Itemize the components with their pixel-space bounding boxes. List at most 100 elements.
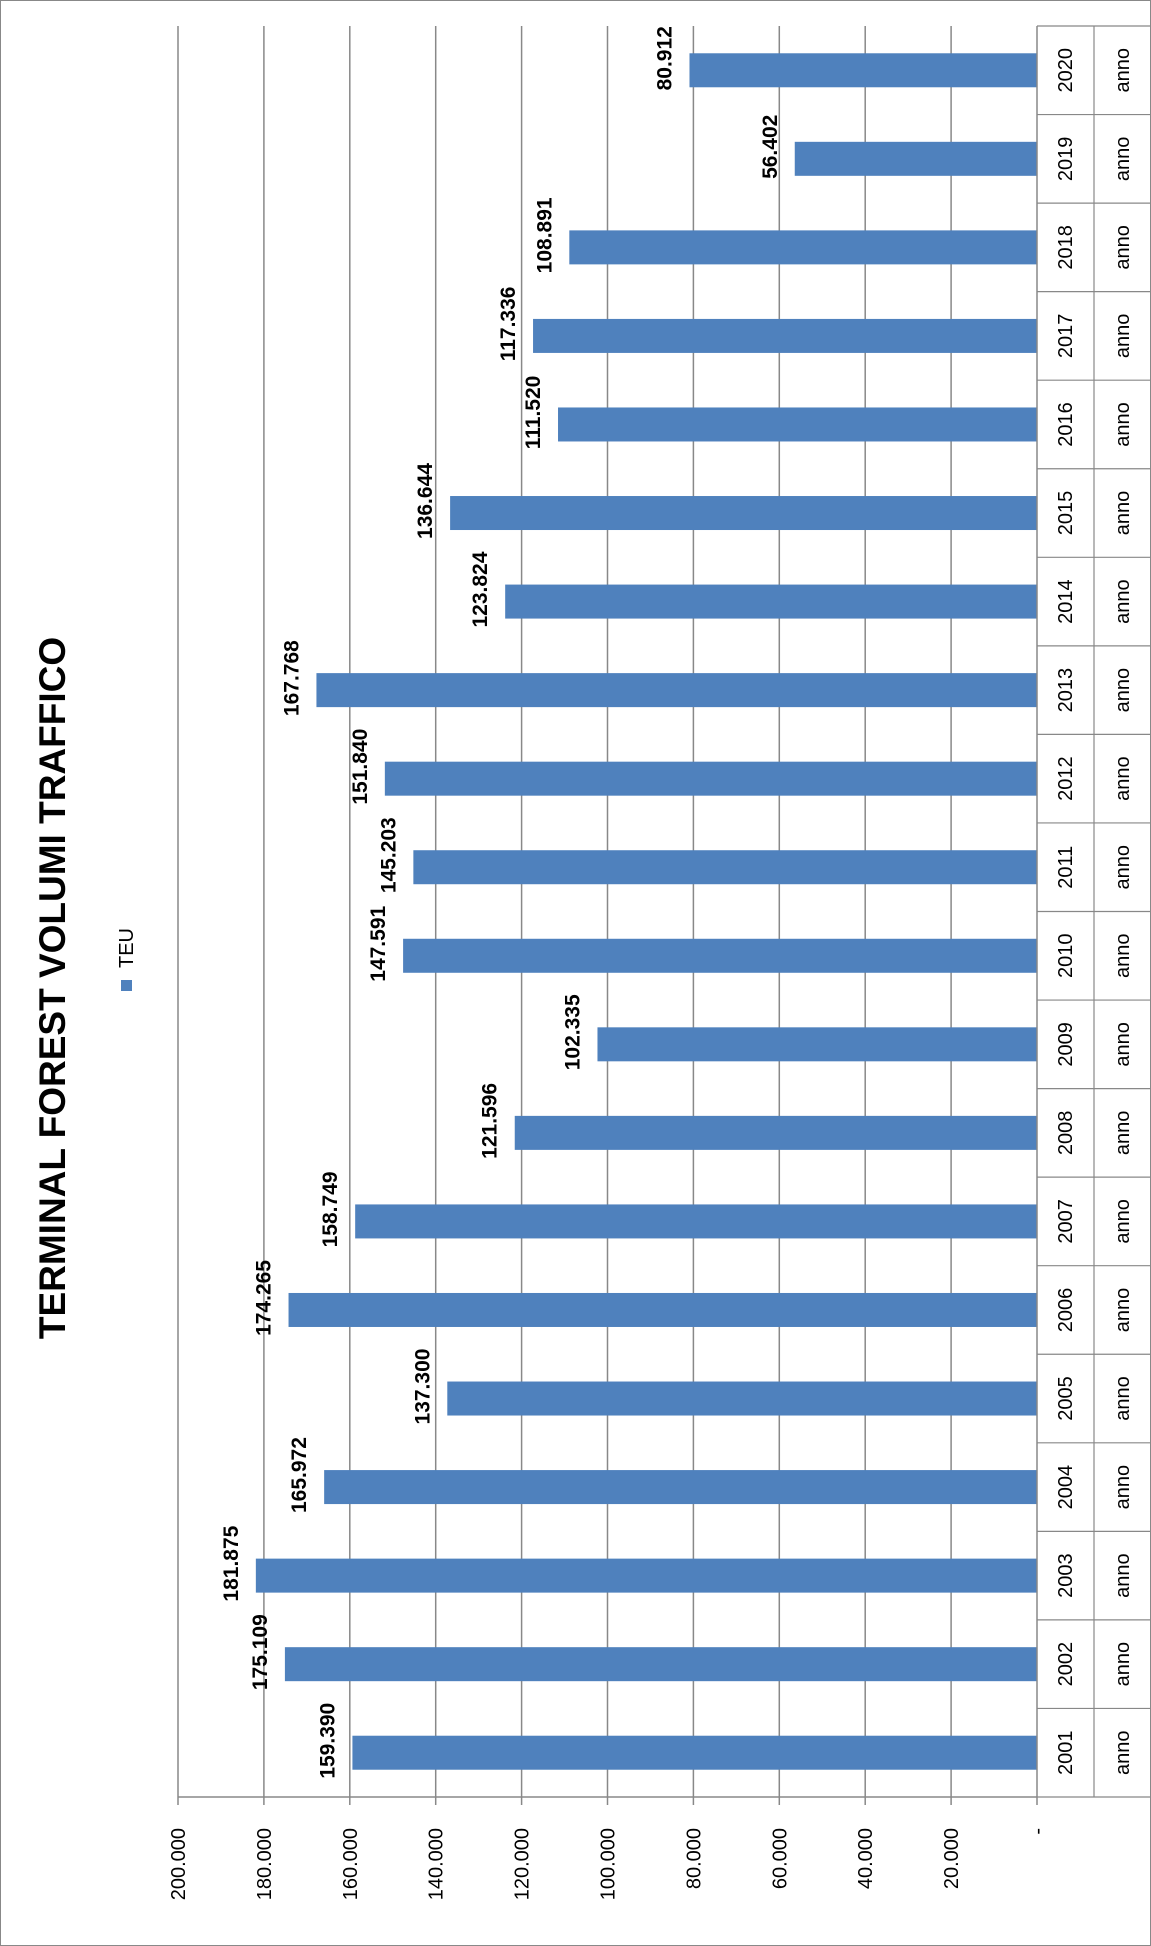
- category-prefix: anno: [1112, 402, 1134, 447]
- category-year-2004: 2004: [1055, 1465, 1077, 1510]
- data-label-2004: 165.972: [288, 1437, 311, 1513]
- data-label-2001: 159.390: [316, 1703, 339, 1779]
- category-year-2001: 2001: [1055, 1730, 1077, 1775]
- data-label-2003: 181.875: [220, 1525, 243, 1601]
- bar-2016: [558, 407, 1037, 442]
- bar-2020: [689, 53, 1037, 88]
- data-label-2006: 174.265: [253, 1260, 276, 1336]
- data-labels: 159.390 175.109 181.875 165.972 137.300 174.2…: [220, 26, 782, 1779]
- category-year-2012: 2012: [1055, 756, 1077, 801]
- legend-swatch-teu: [121, 980, 132, 991]
- category-year-2008: 2008: [1055, 1111, 1077, 1156]
- category-prefix: anno: [1112, 1022, 1134, 1067]
- data-label-2009: 102.335: [561, 994, 584, 1070]
- bar-2004: [324, 1470, 1037, 1505]
- data-label-2014: 123.824: [469, 551, 492, 627]
- bar-2008: [514, 1115, 1037, 1150]
- bar-2013: [316, 673, 1038, 708]
- category-year-2015: 2015: [1055, 491, 1077, 536]
- y-tick-label: 60.000: [769, 1828, 791, 1889]
- y-tick-label: 180.000: [254, 1828, 276, 1900]
- category-prefix: anno: [1112, 1642, 1134, 1687]
- category-year-2014: 2014: [1055, 579, 1077, 624]
- category-labels: 2001 anno 2002 anno 2003 anno 2004 anno 2005 anno…: [1055, 48, 1134, 1775]
- data-label-2013: 167.768: [280, 640, 303, 716]
- data-label-2015: 136.644: [414, 463, 437, 539]
- y-tick-label: 20.000: [941, 1828, 963, 1889]
- data-label-2012: 151.840: [349, 729, 372, 805]
- bar-2011: [413, 850, 1037, 885]
- legend: TEU: [116, 928, 138, 991]
- category-prefix: anno: [1112, 225, 1134, 270]
- category-prefix: anno: [1112, 1111, 1134, 1156]
- bar-2012: [384, 761, 1038, 796]
- category-prefix: anno: [1112, 668, 1134, 713]
- category-prefix: anno: [1112, 1376, 1134, 1421]
- bars-group: [255, 53, 1038, 1770]
- y-tick-label: 200.000: [168, 1828, 190, 1900]
- data-label-2010: 147.591: [367, 906, 390, 982]
- bar-2017: [533, 318, 1037, 353]
- bar-2009: [597, 1027, 1037, 1062]
- bar-2014: [505, 584, 1038, 619]
- y-tick-label: 100.000: [598, 1828, 620, 1900]
- data-label-2017: 117.336: [497, 287, 520, 362]
- category-year-2005: 2005: [1055, 1376, 1077, 1421]
- data-label-2016: 111.520: [522, 376, 545, 450]
- category-prefix: anno: [1112, 491, 1134, 536]
- y-tick-label: 120.000: [512, 1828, 534, 1900]
- category-prefix: anno: [1112, 1199, 1134, 1244]
- category-year-2017: 2017: [1055, 314, 1077, 359]
- data-label-2008: 121.596: [479, 1083, 502, 1159]
- category-year-2006: 2006: [1055, 1288, 1077, 1333]
- y-tick-label: -: [1027, 1828, 1049, 1835]
- bar-2015: [450, 496, 1037, 531]
- legend-label-teu: TEU: [116, 928, 138, 968]
- data-label-2007: 158.749: [319, 1171, 342, 1247]
- category-year-2002: 2002: [1055, 1642, 1077, 1687]
- y-tick-labels: - 20.000 40.000 60.000 80.000 100.000 120.000 1…: [168, 1828, 1049, 1900]
- category-year-2018: 2018: [1055, 225, 1077, 270]
- bar-2010: [403, 938, 1037, 973]
- category-year-2013: 2013: [1055, 668, 1077, 713]
- y-tick-label: 160.000: [340, 1828, 362, 1900]
- category-year-2010: 2010: [1055, 934, 1077, 979]
- category-prefix: anno: [1112, 845, 1134, 890]
- axes-group: [178, 25, 1150, 1798]
- category-year-2016: 2016: [1055, 402, 1077, 447]
- category-prefix: anno: [1112, 1465, 1134, 1510]
- y-tick-label: 40.000: [855, 1828, 877, 1889]
- category-year-2020: 2020: [1055, 48, 1077, 93]
- bar-2018: [569, 230, 1037, 265]
- category-year-2007: 2007: [1055, 1199, 1077, 1244]
- category-prefix: anno: [1112, 48, 1134, 93]
- data-label-2019: 56.402: [759, 115, 782, 179]
- bar-2019: [794, 141, 1037, 176]
- bar-2007: [355, 1204, 1037, 1239]
- bar-2005: [447, 1381, 1037, 1416]
- category-prefix: anno: [1112, 314, 1134, 359]
- y-tick-label: 140.000: [426, 1828, 448, 1900]
- bar-2003: [255, 1558, 1038, 1593]
- chart-title: TERMINAL FOREST VOLUMI TRAFFICO: [32, 637, 73, 1339]
- category-prefix: anno: [1112, 579, 1134, 624]
- category-year-2011: 2011: [1055, 846, 1077, 889]
- bar-2006: [288, 1292, 1037, 1327]
- category-prefix: anno: [1112, 1730, 1134, 1775]
- category-prefix: anno: [1112, 756, 1134, 801]
- data-label-2005: 137.300: [411, 1349, 434, 1425]
- data-label-2018: 108.891: [533, 197, 556, 273]
- bar-2002: [284, 1647, 1037, 1682]
- bar-2001: [352, 1735, 1038, 1770]
- data-label-2002: 175.109: [249, 1614, 272, 1690]
- data-label-2020: 80.912: [653, 26, 676, 90]
- data-label-2011: 145.203: [377, 817, 400, 893]
- category-year-2009: 2009: [1055, 1022, 1077, 1067]
- category-prefix: anno: [1112, 934, 1134, 979]
- category-prefix: anno: [1112, 1553, 1134, 1598]
- category-year-2019: 2019: [1055, 137, 1077, 182]
- category-year-2003: 2003: [1055, 1553, 1077, 1598]
- category-prefix: anno: [1112, 1288, 1134, 1333]
